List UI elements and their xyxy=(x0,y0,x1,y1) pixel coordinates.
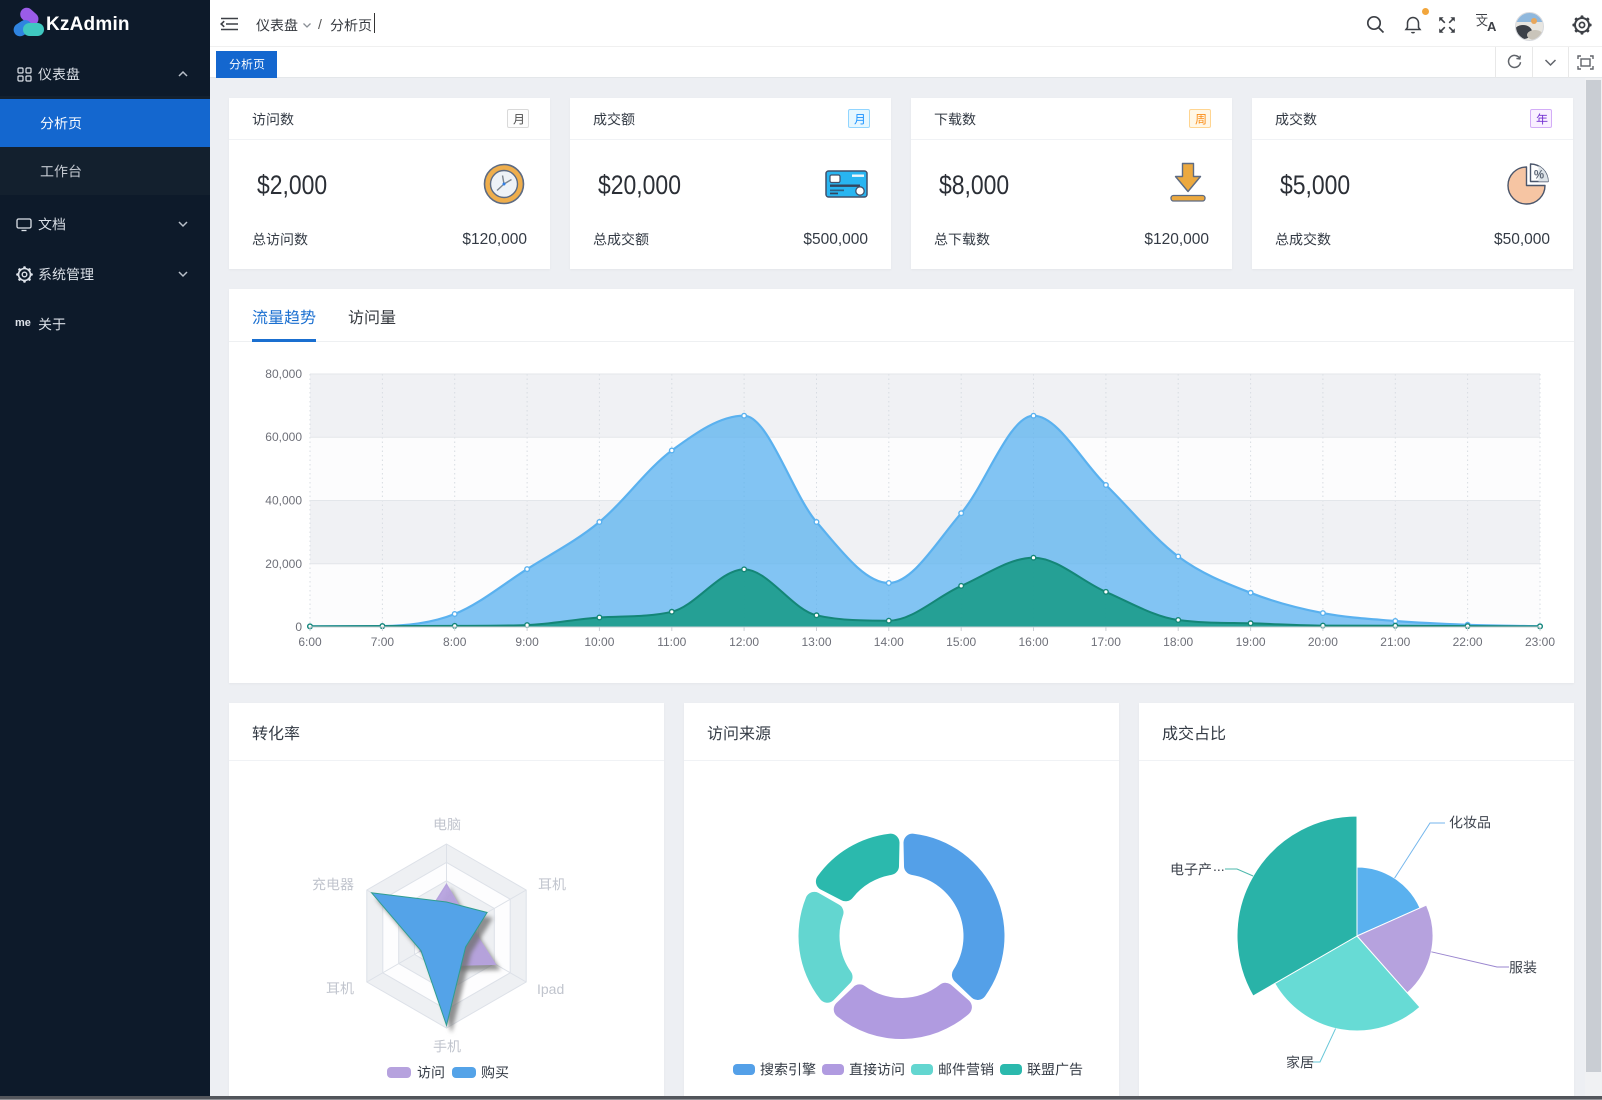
svg-text:6:00: 6:00 xyxy=(298,635,322,649)
svg-text:18:00: 18:00 xyxy=(1163,635,1193,649)
svg-text:20:00: 20:00 xyxy=(1308,635,1338,649)
svg-text:14:00: 14:00 xyxy=(874,635,904,649)
svg-text:17:00: 17:00 xyxy=(1091,635,1121,649)
svg-text:20,000: 20,000 xyxy=(265,557,302,571)
svg-text:%: % xyxy=(1534,170,1544,182)
svg-text:15:00: 15:00 xyxy=(946,635,976,649)
svg-text:10:00: 10:00 xyxy=(584,635,614,649)
svg-text:60,000: 60,000 xyxy=(265,430,302,444)
svg-text:8:00: 8:00 xyxy=(443,635,467,649)
svg-text:9:00: 9:00 xyxy=(515,635,539,649)
svg-text:13:00: 13:00 xyxy=(801,635,831,649)
svg-text:7:00: 7:00 xyxy=(371,635,395,649)
svg-text:40,000: 40,000 xyxy=(265,494,302,508)
svg-text:23:00: 23:00 xyxy=(1525,635,1555,649)
svg-text:80,000: 80,000 xyxy=(265,367,302,381)
svg-text:12:00: 12:00 xyxy=(729,635,759,649)
svg-text:0: 0 xyxy=(295,620,302,634)
svg-text:19:00: 19:00 xyxy=(1236,635,1266,649)
svg-text:21:00: 21:00 xyxy=(1380,635,1410,649)
svg-text:11:00: 11:00 xyxy=(657,635,686,649)
svg-text:22:00: 22:00 xyxy=(1453,635,1483,649)
svg-text:16:00: 16:00 xyxy=(1018,635,1048,649)
